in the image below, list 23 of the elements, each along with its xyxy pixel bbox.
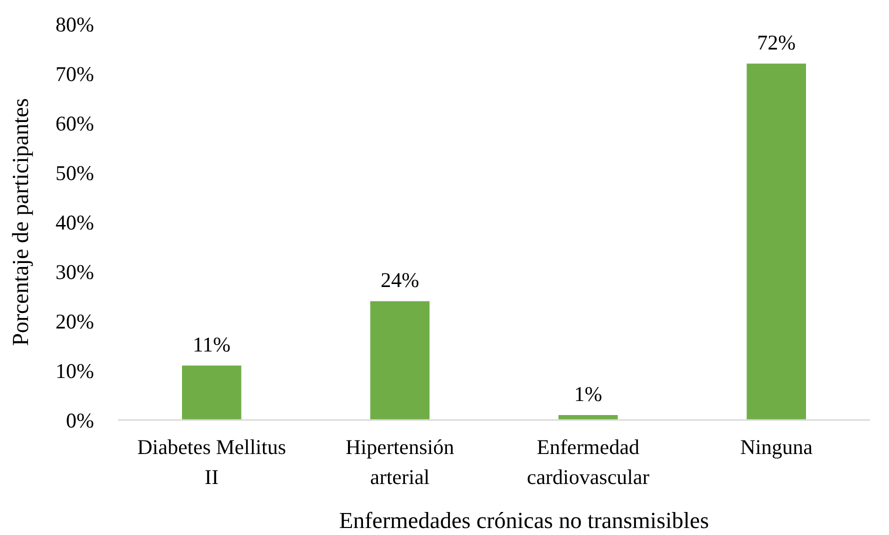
x-tick-label: Ninguna [740, 435, 814, 459]
data-label: 72% [757, 30, 796, 55]
bar [182, 366, 242, 420]
bar [558, 415, 618, 420]
y-tick-label: 60% [56, 111, 94, 136]
x-tick-label: Hipertensión arterial [346, 435, 455, 489]
y-tick-label: 20% [56, 309, 94, 334]
y-tick-label: 50% [56, 160, 94, 185]
x-tick-label: Diabetes Mellitus II [137, 435, 286, 489]
data-label: 24% [380, 268, 420, 292]
y-tick-label: 30% [56, 260, 94, 284]
y-tick-label: 70% [56, 62, 94, 86]
y-tick-label: 80% [56, 12, 94, 36]
bar [370, 301, 430, 420]
bar [746, 64, 806, 420]
data-label: 11% [192, 332, 231, 357]
x-axis-title: Enfermedades crónicas no transmisibles [339, 508, 709, 533]
data-label: 1% [574, 382, 602, 406]
y-tick-label: 10% [56, 358, 94, 383]
y-tick-label: 40% [56, 210, 94, 234]
y-axis-title: Porcentaje de participantes [8, 98, 33, 346]
x-tick-label: Enfermedad cardiovascular [526, 435, 650, 489]
y-tick-label: 0% [66, 408, 94, 432]
